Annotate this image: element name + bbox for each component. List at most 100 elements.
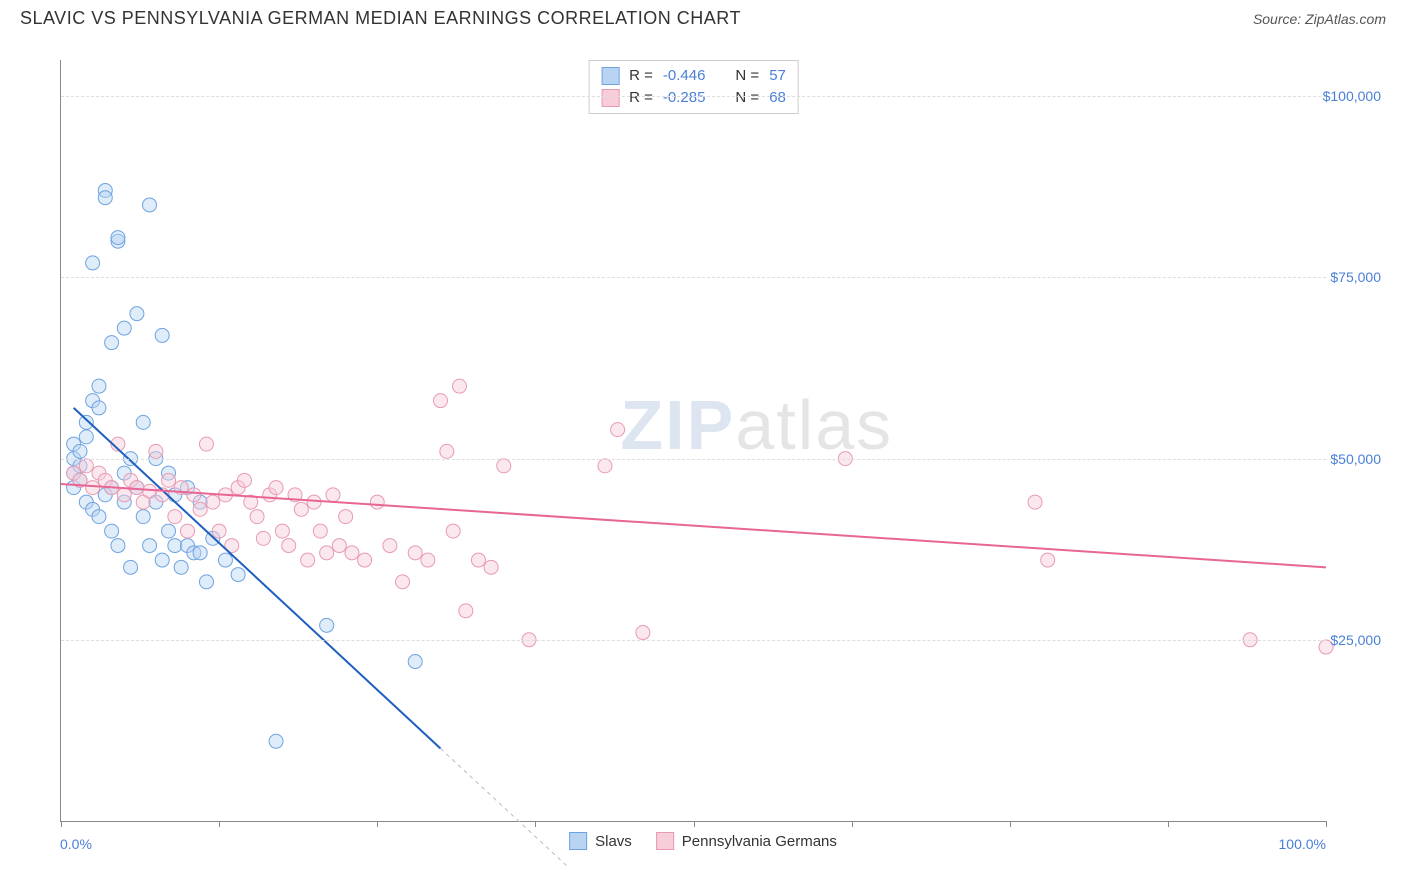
data-point xyxy=(187,488,201,502)
x-label-min: 0.0% xyxy=(60,836,92,852)
scatter-svg xyxy=(61,60,1326,821)
data-point xyxy=(79,459,93,473)
data-point xyxy=(193,546,207,560)
data-point xyxy=(497,459,511,473)
data-point xyxy=(92,401,106,415)
data-point xyxy=(193,502,207,516)
data-point xyxy=(143,198,157,212)
data-point xyxy=(345,546,359,560)
data-point xyxy=(237,473,251,487)
x-tick xyxy=(694,821,695,827)
data-point xyxy=(130,307,144,321)
data-point xyxy=(212,524,226,538)
data-point xyxy=(199,575,213,589)
data-point xyxy=(92,379,106,393)
data-point xyxy=(1041,553,1055,567)
data-point xyxy=(446,524,460,538)
x-tick xyxy=(852,821,853,827)
x-tick xyxy=(535,821,536,827)
data-point xyxy=(1028,495,1042,509)
legend-label: Pennsylvania Germans xyxy=(682,833,837,850)
data-point xyxy=(124,560,138,574)
x-tick xyxy=(1326,821,1327,827)
data-point xyxy=(136,510,150,524)
data-point xyxy=(636,626,650,640)
data-point xyxy=(282,539,296,553)
data-point xyxy=(408,655,422,669)
data-point xyxy=(73,444,87,458)
data-point xyxy=(269,481,283,495)
data-point xyxy=(326,488,340,502)
data-point xyxy=(162,473,176,487)
y-tick-label: $75,000 xyxy=(1330,269,1381,285)
data-point xyxy=(320,546,334,560)
data-point xyxy=(440,444,454,458)
gridline xyxy=(61,459,1326,460)
gridline xyxy=(61,277,1326,278)
data-point xyxy=(155,553,169,567)
data-point xyxy=(117,488,131,502)
data-point xyxy=(256,531,270,545)
data-point xyxy=(250,510,264,524)
data-point xyxy=(136,415,150,429)
data-point xyxy=(231,568,245,582)
x-tick xyxy=(1168,821,1169,827)
data-point xyxy=(130,481,144,495)
data-point xyxy=(92,510,106,524)
x-label-max: 100.0% xyxy=(1279,836,1326,852)
source-label: Source: ZipAtlas.com xyxy=(1253,11,1386,27)
trend-line xyxy=(61,484,1326,567)
data-point xyxy=(206,495,220,509)
data-point xyxy=(143,539,157,553)
data-point xyxy=(86,256,100,270)
plot-region: ZIPatlas R = -0.446N = 57R = -0.285N = 6… xyxy=(60,60,1326,822)
trend-line-dash xyxy=(441,749,568,866)
data-point xyxy=(320,618,334,632)
data-point xyxy=(313,524,327,538)
data-point xyxy=(162,524,176,538)
data-point xyxy=(358,553,372,567)
data-point xyxy=(155,328,169,342)
chart-area: Median Earnings ZIPatlas R = -0.446N = 5… xyxy=(20,40,1386,872)
data-point xyxy=(199,437,213,451)
legend-label: Slavs xyxy=(595,833,632,850)
data-point xyxy=(269,734,283,748)
legend-swatch xyxy=(569,832,587,850)
data-point xyxy=(143,484,157,498)
data-point xyxy=(434,394,448,408)
data-point xyxy=(383,539,397,553)
y-tick-label: $50,000 xyxy=(1330,451,1381,467)
y-tick-label: $25,000 xyxy=(1330,632,1381,648)
data-point xyxy=(484,560,498,574)
data-point xyxy=(332,539,346,553)
x-tick xyxy=(377,821,378,827)
legend: Slavs Pennsylvania Germans xyxy=(569,832,837,850)
header: SLAVIC VS PENNSYLVANIA GERMAN MEDIAN EAR… xyxy=(0,0,1406,33)
data-point xyxy=(117,321,131,335)
data-point xyxy=(275,524,289,538)
data-point xyxy=(471,553,485,567)
data-point xyxy=(79,430,93,444)
data-point xyxy=(149,444,163,458)
data-point xyxy=(98,191,112,205)
data-point xyxy=(294,502,308,516)
data-point xyxy=(307,495,321,509)
data-point xyxy=(452,379,466,393)
data-point xyxy=(168,539,182,553)
data-point xyxy=(105,336,119,350)
data-point xyxy=(181,524,195,538)
data-point xyxy=(611,423,625,437)
data-point xyxy=(168,510,182,524)
x-tick xyxy=(1010,821,1011,827)
x-tick xyxy=(61,821,62,827)
y-tick-label: $100,000 xyxy=(1323,88,1381,104)
data-point xyxy=(111,231,125,245)
data-point xyxy=(421,553,435,567)
legend-swatch xyxy=(656,832,674,850)
data-point xyxy=(174,560,188,574)
legend-item: Slavs xyxy=(569,832,632,850)
chart-title: SLAVIC VS PENNSYLVANIA GERMAN MEDIAN EAR… xyxy=(20,8,741,29)
data-point xyxy=(79,415,93,429)
legend-item: Pennsylvania Germans xyxy=(656,832,837,850)
gridline xyxy=(61,96,1326,97)
